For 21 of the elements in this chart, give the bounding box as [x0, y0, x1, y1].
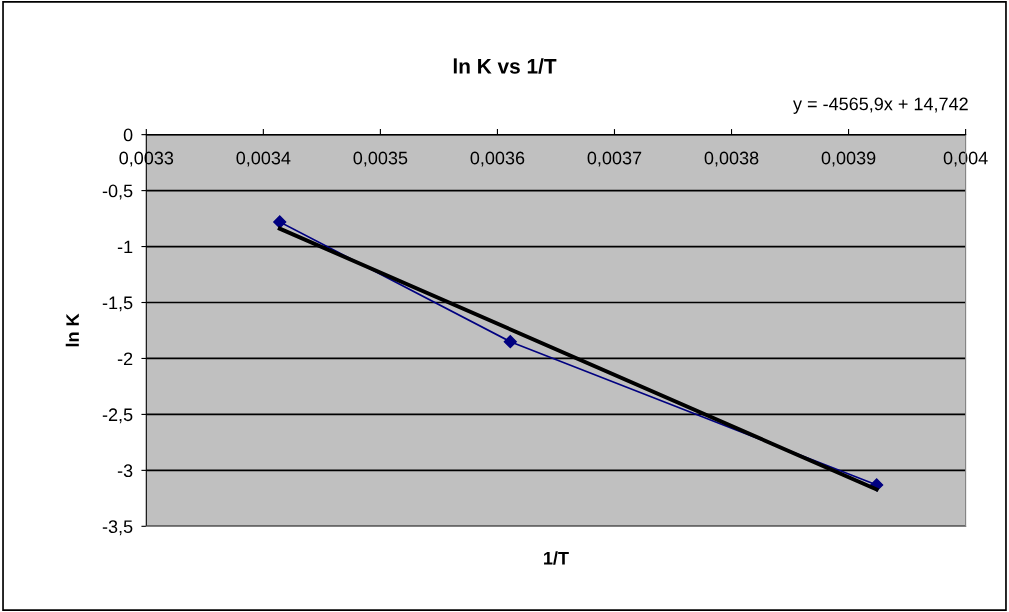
y-tick-label: -1	[117, 240, 133, 254]
x-tick-label: 0,0037	[587, 151, 642, 167]
y-tick-label: -2	[117, 352, 133, 365]
chart-title: ln K vs 1/T	[453, 58, 557, 74]
x-tick-label: 0,0034	[236, 151, 291, 167]
y-tick-label: -3,5	[102, 520, 133, 536]
y-tick-label: -1,5	[102, 296, 133, 312]
x-tick-label: 0,0038	[704, 151, 759, 167]
x-tick-label: 0,0035	[353, 151, 408, 167]
x-axis-title: 1/T	[544, 551, 569, 565]
y-tick-label: 0	[123, 128, 133, 142]
y-tick-label: -2,5	[102, 408, 133, 424]
y-axis-title: ln K	[65, 313, 79, 347]
text: y = -4565,9x + 14,742	[793, 97, 968, 114]
x-tick-label: 0,004	[943, 151, 988, 167]
point	[503, 335, 517, 349]
x-tick-label: 0,0036	[470, 151, 525, 167]
y-tick-label: -0,5	[102, 184, 133, 200]
x-tick-label: 0,0039	[821, 151, 876, 167]
point	[273, 215, 287, 229]
y-tick-label: -3	[117, 464, 133, 478]
